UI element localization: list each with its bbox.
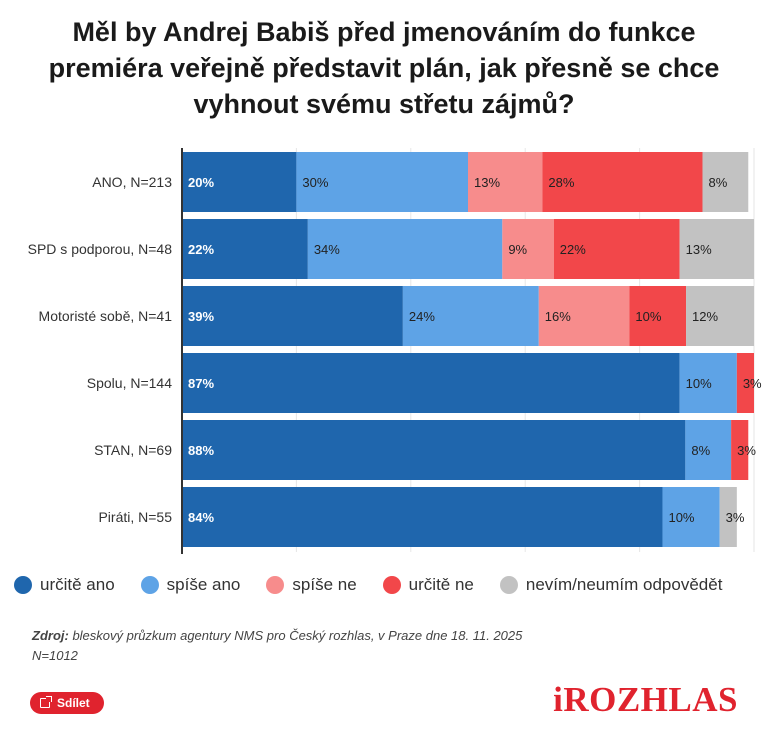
title-line: vyhnout svému střetu zájmů? (193, 89, 575, 119)
bar-segment (538, 286, 630, 346)
bar-segment (679, 219, 754, 279)
source-label: Zdroj: (32, 628, 69, 643)
data-label: 28% (548, 175, 574, 190)
stacked-bar-chart: ANO, N=213 20% 30% 13% 28% 8% SPD s podporou, … (28, 148, 762, 554)
bar-segment (629, 286, 687, 346)
category-label: Spolu, N=144 (87, 375, 172, 391)
data-label: 13% (686, 242, 712, 257)
data-label: 8% (709, 175, 728, 190)
share-icon (40, 696, 52, 708)
legend-swatch (382, 576, 401, 594)
data-label: 30% (302, 175, 328, 190)
legend-item: spíše ano (140, 575, 241, 595)
data-label: 87% (188, 376, 214, 391)
data-label: 10% (668, 510, 694, 525)
legend-swatch (14, 576, 32, 594)
legend-item: nevím/neumím odpovědět (499, 575, 723, 595)
data-label: 88% (188, 443, 214, 458)
data-label: 34% (314, 242, 340, 257)
category-label: ANO, N=213 (92, 174, 172, 190)
category-label: Piráti, N=55 (98, 509, 172, 525)
data-label: 22% (188, 242, 214, 257)
bar-segment (502, 219, 554, 279)
irozhlas-logo: iROZHLAS (553, 680, 738, 719)
share-button[interactable]: Sdílet (30, 692, 104, 714)
legend-item: určitě ne (382, 575, 474, 595)
data-label: 10% (686, 376, 712, 391)
data-label: 24% (409, 309, 435, 324)
bar-segment (307, 219, 503, 279)
bar-segment (553, 219, 680, 279)
bar-segment (182, 420, 686, 480)
bar-segment (182, 487, 663, 547)
legend-label: spíše ano (166, 575, 241, 594)
source-text: bleskový průzkum agentury NMS pro Český … (68, 628, 523, 643)
chart-title: Měl by Andrej Babiš před jmenováním do f… (0, 14, 768, 122)
bar-segment (182, 219, 308, 279)
legend-item: spíše ne (266, 575, 357, 595)
share-label: Sdílet (57, 696, 90, 710)
data-label: 9% (508, 242, 527, 257)
legend-swatch (140, 576, 159, 594)
data-label: 10% (635, 309, 661, 324)
title-line: premiéra veřejně představit plán, jak př… (48, 53, 720, 83)
category-label: SPD s podporou, N=48 (28, 241, 173, 257)
bar-segment (296, 152, 468, 212)
bar-segment (468, 152, 543, 212)
category-label: STAN, N=69 (94, 442, 172, 458)
legend: určitě ano spíše ano spíše ne určitě ne neví… (14, 575, 748, 595)
legend-label: určitě ano (40, 575, 115, 594)
category-label: Motoristé sobě, N=41 (39, 308, 173, 324)
bar-segment (685, 420, 732, 480)
legend-label: nevím/neumím odpovědět (525, 575, 723, 594)
bar-segment (662, 487, 720, 547)
data-label: 13% (474, 175, 500, 190)
bar-segment (686, 286, 754, 346)
data-label: 3% (743, 376, 762, 391)
bar-segment (182, 152, 297, 212)
legend-item: určitě ano (14, 575, 115, 595)
bar-segment (402, 286, 539, 346)
bar-segment (719, 487, 737, 547)
data-label: 20% (188, 175, 214, 190)
data-label: 8% (691, 443, 710, 458)
data-label: 22% (560, 242, 586, 257)
data-label: 16% (545, 309, 571, 324)
legend-swatch (266, 576, 285, 594)
data-label: 39% (188, 309, 214, 324)
sample-size: N=1012 (32, 648, 78, 663)
legend-label: spíše ne (292, 575, 357, 594)
legend-label: určitě ne (408, 575, 474, 594)
bar-segment (182, 286, 403, 346)
data-label: 3% (726, 510, 745, 525)
bar-segment (702, 152, 749, 212)
bar-segment (731, 420, 749, 480)
bar-segment (679, 353, 737, 413)
source-note: Zdroj: bleskový průzkum agentury NMS pro… (32, 626, 522, 666)
data-label: 12% (692, 309, 718, 324)
legend-swatch (499, 576, 518, 594)
data-label: 3% (737, 443, 756, 458)
bar-segment (182, 353, 680, 413)
bar-segment (736, 353, 754, 413)
bar-segment (542, 152, 703, 212)
title-line: Měl by Andrej Babiš před jmenováním do f… (72, 17, 696, 47)
data-label: 84% (188, 510, 214, 525)
